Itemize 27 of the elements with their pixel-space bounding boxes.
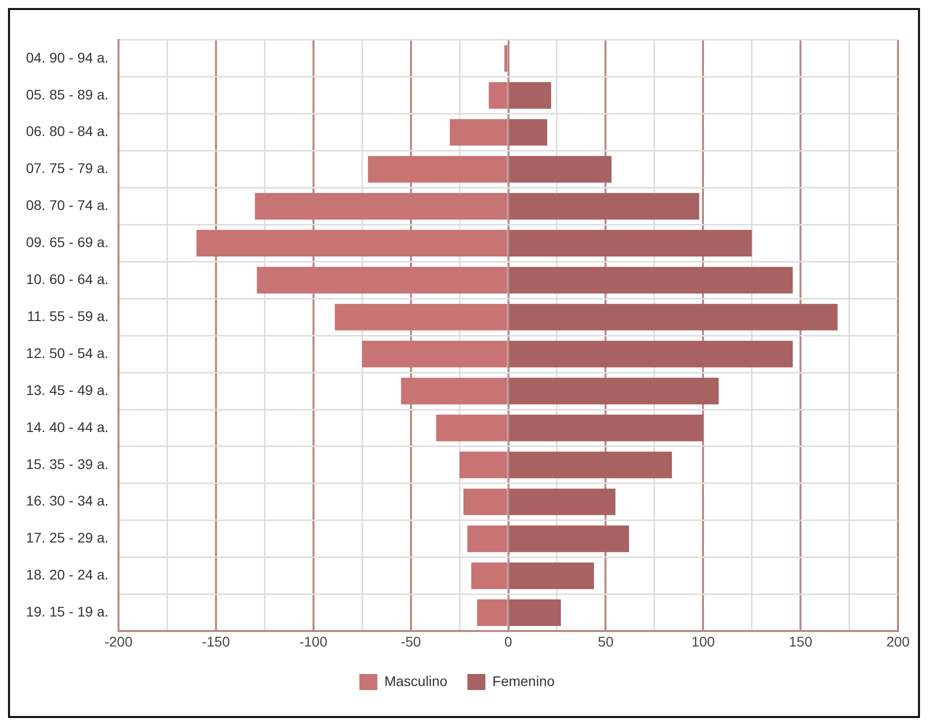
y-tick-label: 14. 40 - 44 a.: [26, 418, 109, 435]
x-tick-label: 150: [788, 633, 812, 650]
legend-label: Femenino: [492, 672, 555, 689]
y-tick-label: 05. 85 - 89 a.: [26, 86, 109, 102]
y-tick-label: 06. 80 - 84 a.: [26, 123, 109, 140]
x-tick-label: -200: [104, 633, 133, 650]
y-tick-label: 12. 50 - 54 a.: [26, 344, 109, 361]
y-tick-label: 09. 65 - 69 a.: [26, 234, 109, 250]
y-tick-label: 11. 55 - 59 a.: [27, 308, 109, 324]
y-tick-label: 04. 90 - 94 a.: [26, 49, 109, 66]
y-tick-label: 08. 70 - 74 a.: [26, 197, 109, 214]
x-tick-label: 100: [691, 633, 716, 650]
y-tick-label: 15. 35 - 39 a.: [26, 456, 109, 472]
y-tick-label: 07. 75 - 79 a.: [26, 160, 109, 176]
y-tick-label: 19. 15 - 19 a.: [26, 604, 109, 620]
x-tick-label: 50: [598, 633, 614, 650]
x-tick-label: -100: [299, 633, 328, 650]
x-tick-label: 200: [886, 633, 910, 650]
legend-label: Masculino: [384, 672, 448, 689]
x-tick-label: 0: [504, 633, 512, 650]
y-tick-label: 10. 60 - 64 a.: [26, 271, 109, 288]
y-tick-label: 17. 25 - 29 a.: [26, 530, 109, 546]
x-tick-label: -50: [400, 633, 422, 650]
y-tick-label: 13. 45 - 49 a.: [26, 382, 109, 398]
y-tick-label: 18. 20 - 24 a.: [26, 566, 109, 583]
y-tick-label: 16. 30 - 34 a.: [26, 492, 109, 509]
x-tick-label: -150: [202, 633, 230, 650]
